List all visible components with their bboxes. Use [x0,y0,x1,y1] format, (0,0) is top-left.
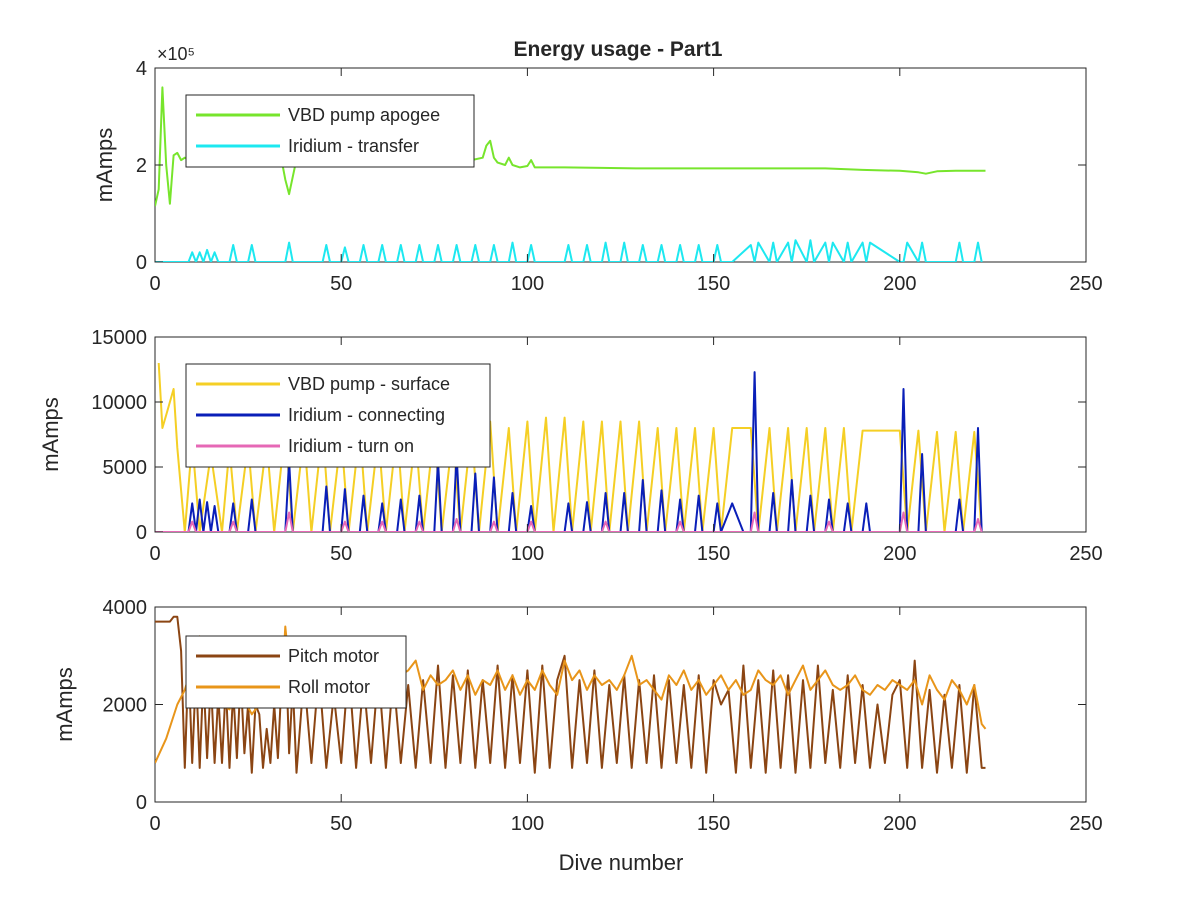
x-tick-label: 150 [697,543,730,565]
x-tick-label: 200 [883,813,916,835]
x-tick-label: 100 [511,273,544,295]
x-tick-label: 150 [697,273,730,295]
y-exponent-label: ×10⁵ [157,44,195,64]
x-tick-label: 0 [149,543,160,565]
x-tick-label: 50 [330,813,352,835]
y-axis-label: mAmps [38,397,63,472]
y-tick-label: 15000 [91,327,147,349]
subplot-vbd-surface-iridium: 0 50 100 150 200 250 0 5000 10000 15000 mAmps VBD p… [38,327,1103,565]
legend: VBD pump apogee Iridium - transfer [185,94,475,168]
y-tick-label: 0 [136,522,147,544]
subplot-pitch-roll-motor: 0 50 100 150 200 250 0 2000 4000 mAmps Pitch motor… [52,597,1103,835]
y-tick-label: 2000 [103,695,148,717]
y-tick-label: 5000 [103,457,148,479]
y-tick-label: 4000 [103,597,148,619]
x-tick-label: 150 [697,813,730,835]
legend-label: Iridium - turn on [288,436,414,456]
x-tick-label: 50 [330,273,352,295]
legend-box [185,94,475,168]
legend-label: Iridium - connecting [288,405,445,425]
y-tick-label: 10000 [91,392,147,414]
y-axis-label: mAmps [52,667,77,742]
legend-label: VBD pump apogee [288,105,440,125]
x-tick-label: 0 [149,273,160,295]
y-axis-label: mAmps [92,128,117,203]
x-tick-label: 200 [883,273,916,295]
y-tick-label: 0 [136,252,147,274]
y-tick-label: 0 [136,792,147,814]
series-line-iridium-transfer [155,239,983,262]
legend-box [185,635,407,709]
y-tick-label: 4 [136,58,147,80]
series-group [155,362,983,532]
legend-label: Iridium - transfer [288,136,419,156]
subplot-vbd-apogee-iridium-transfer: 0 50 100 150 200 250 0 2 4 ×10⁵ mAmps VBD pump apog… [92,44,1103,295]
x-axis-label: Dive number [559,850,684,875]
series-line-iridium-connecting [155,371,983,532]
x-tick-label: 50 [330,543,352,565]
legend: Pitch motor Roll motor [185,635,407,709]
legend: VBD pump - surface Iridium - connecting Ir… [185,363,491,468]
y-tick-label: 2 [136,155,147,177]
x-tick-label: 250 [1069,813,1102,835]
series-line-iridium-turn-on [155,511,983,532]
x-tick-label: 100 [511,813,544,835]
legend-label: Roll motor [288,677,370,697]
x-tick-label: 250 [1069,543,1102,565]
x-tick-label: 100 [511,543,544,565]
x-tick-label: 0 [149,813,160,835]
x-tick-label: 200 [883,543,916,565]
series-line-pitch-motor [155,615,986,774]
legend-label: Pitch motor [288,646,379,666]
chart-title: Energy usage - Part1 [514,38,723,61]
legend-label: VBD pump - surface [288,374,450,394]
series-line-vbd-pump-surface [157,362,983,532]
x-tick-label: 250 [1069,273,1102,295]
